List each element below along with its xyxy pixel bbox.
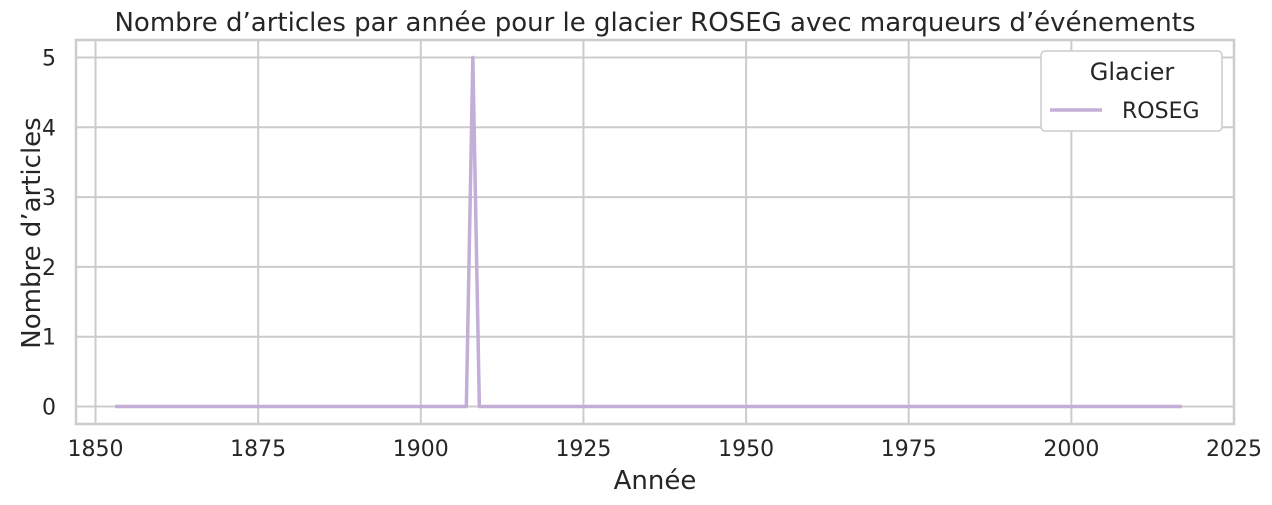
y-tick-label: 3 (42, 186, 56, 211)
legend: Glacier ROSEG (1040, 50, 1223, 132)
legend-title: Glacier (1090, 58, 1175, 86)
y-axis-label: Nombre d’articles (17, 117, 47, 348)
y-axis-ticks: 0 1 2 3 4 5 (42, 46, 56, 420)
plot-frame (74, 38, 1236, 426)
x-tick-label: 1950 (718, 437, 774, 462)
x-tick-label: 1925 (555, 437, 611, 462)
chart-title: Nombre d’articles par année pour le glac… (114, 8, 1195, 38)
x-tick-label: 1975 (881, 437, 937, 462)
y-tick-label: 2 (42, 256, 56, 281)
x-tick-label: 2025 (1206, 437, 1262, 462)
series-layer (115, 55, 1182, 409)
x-tick-label: 1900 (393, 437, 449, 462)
y-tick-label: 5 (42, 46, 56, 71)
y-tick-label: 4 (42, 116, 56, 141)
y-tick-label: 1 (42, 326, 56, 351)
x-axis-label: Année (614, 466, 697, 496)
x-tick-label: 1875 (230, 437, 286, 462)
series-line-roseg (115, 55, 1182, 409)
x-tick-label: 2000 (1043, 437, 1099, 462)
legend-label-roseg: ROSEG (1122, 99, 1200, 124)
x-tick-label: 1850 (68, 437, 124, 462)
x-axis-ticks: 1850 1875 1900 1925 1950 1975 2000 2025 (68, 437, 1262, 462)
y-tick-label: 0 (42, 396, 56, 421)
